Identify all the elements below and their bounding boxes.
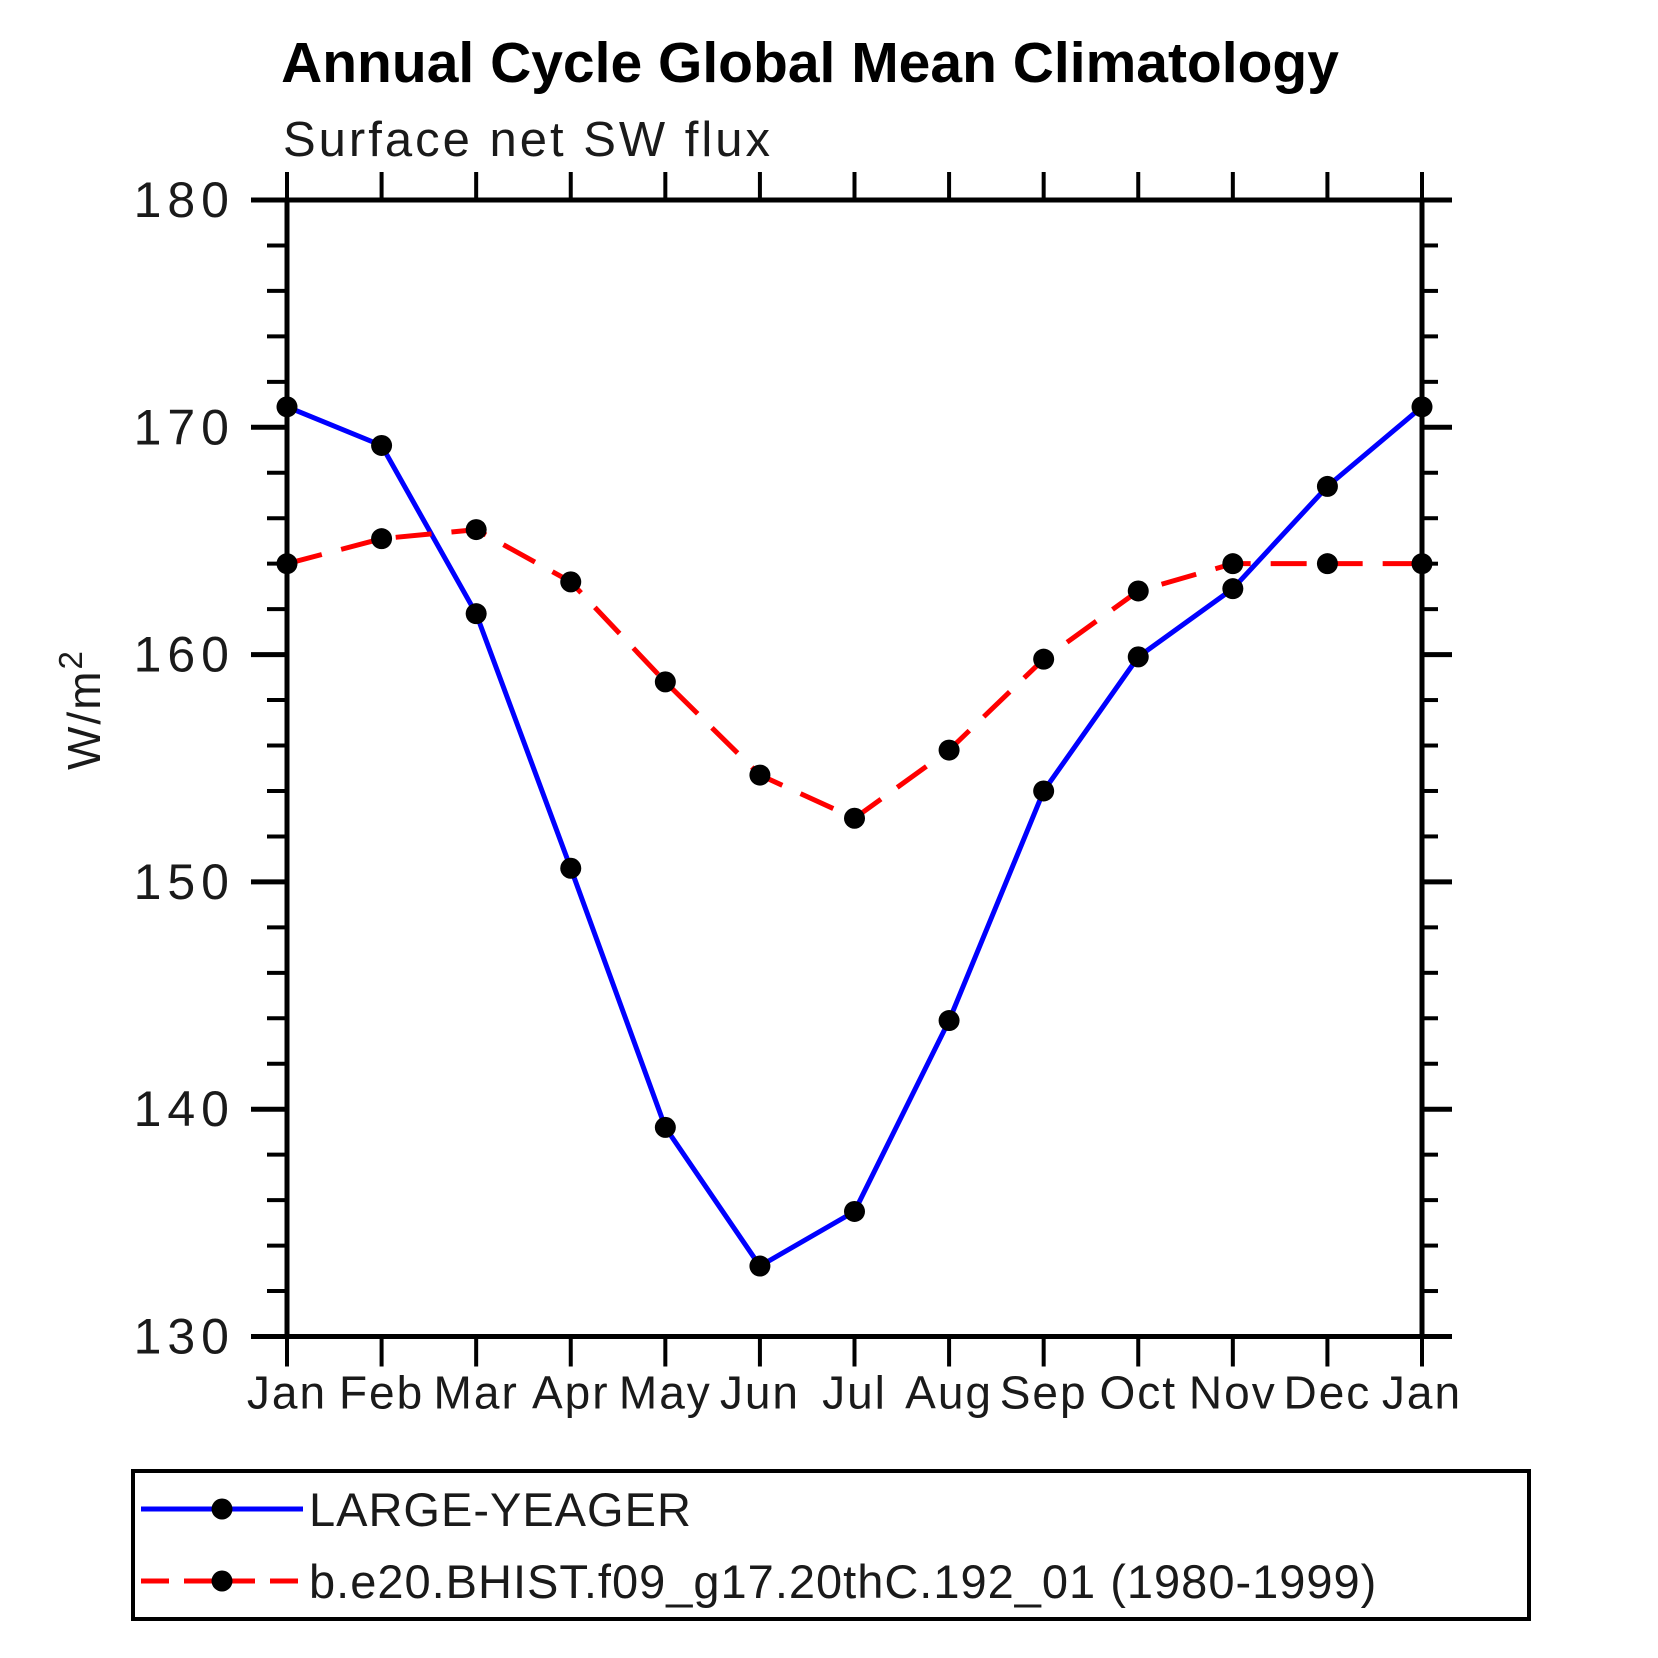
data-point-marker	[844, 807, 865, 829]
legend: LARGE-YEAGER b.e20.BHIST.f09_g17.20thC.19…	[131, 1469, 1531, 1621]
data-point-marker	[560, 571, 582, 593]
x-axis-tick-label: Feb	[339, 1367, 424, 1419]
data-point-marker	[1222, 553, 1244, 575]
data-point-marker	[1316, 475, 1338, 497]
legend-marker-dot	[211, 1570, 233, 1592]
legend-entry: LARGE-YEAGER	[135, 1478, 1527, 1540]
data-point-marker	[654, 1116, 676, 1138]
data-point-marker	[1033, 648, 1055, 670]
x-axis-tick-label: Nov	[1189, 1367, 1277, 1419]
x-axis-tick-label: Jul	[822, 1367, 887, 1419]
legend-line-dashed-sample	[141, 1570, 303, 1592]
data-point-marker	[371, 528, 393, 550]
legend-line-solid-sample	[141, 1498, 303, 1520]
data-point-marker	[749, 1255, 771, 1277]
legend-entry: b.e20.BHIST.f09_g17.20thC.192_01 (1980-1…	[135, 1550, 1527, 1612]
x-axis-tick-label: Apr	[532, 1367, 610, 1419]
data-point-marker	[1222, 578, 1244, 600]
data-point-marker	[938, 739, 960, 761]
y-axis-tick-label: 160	[134, 627, 235, 683]
data-point-marker	[1411, 553, 1433, 575]
y-axis-tick-label: 170	[134, 399, 235, 455]
x-axis-tick-label: May	[619, 1367, 712, 1419]
chart-title: Annual Cycle Global Mean Climatology	[281, 31, 1339, 95]
data-point-marker	[1127, 646, 1149, 668]
x-axis-tick-label: Jun	[720, 1367, 800, 1419]
legend-marker-dot	[211, 1498, 233, 1520]
x-axis-tick-label: Aug	[905, 1367, 993, 1419]
chart-subtitle: Surface net SW flux	[283, 113, 774, 167]
series-line-model	[286, 527, 1422, 821]
plot-frame	[284, 197, 1425, 1339]
series-line-large-yeager	[286, 404, 1424, 1269]
data-point-marker	[465, 603, 487, 625]
y-axis-tick-label: 150	[134, 854, 235, 910]
legend-label: b.e20.BHIST.f09_g17.20thC.192_01 (1980-1…	[309, 1554, 1378, 1608]
y-axis-tick-label: 180	[134, 172, 235, 228]
data-point-marker	[371, 434, 393, 456]
data-point-marker	[1411, 396, 1433, 418]
data-point-marker	[560, 857, 582, 879]
data-point-marker	[1033, 780, 1055, 802]
data-point-marker	[465, 519, 487, 541]
x-axis-tick-label: Oct	[1099, 1367, 1177, 1419]
data-point-marker	[1127, 580, 1149, 602]
legend-label: LARGE-YEAGER	[309, 1482, 692, 1536]
data-point-marker	[844, 1200, 865, 1222]
data-point-marker	[276, 553, 298, 575]
data-point-marker	[749, 764, 771, 786]
y-axis-tick-label: 130	[134, 1309, 235, 1365]
y-axis-tick-label: 140	[134, 1081, 235, 1137]
x-axis-tick-label: Jan	[247, 1367, 327, 1419]
data-point-marker	[1316, 553, 1338, 575]
y-axis-label: W/m2	[52, 649, 110, 770]
x-axis-tick-label: Dec	[1284, 1367, 1372, 1419]
data-point-marker	[276, 396, 298, 418]
data-point-marker	[654, 671, 676, 693]
x-axis-tick-label: Jan	[1382, 1367, 1462, 1419]
x-axis-tick-label: Sep	[1000, 1367, 1088, 1419]
data-point-marker	[938, 1010, 960, 1032]
x-axis-tick-label: Mar	[434, 1367, 519, 1419]
